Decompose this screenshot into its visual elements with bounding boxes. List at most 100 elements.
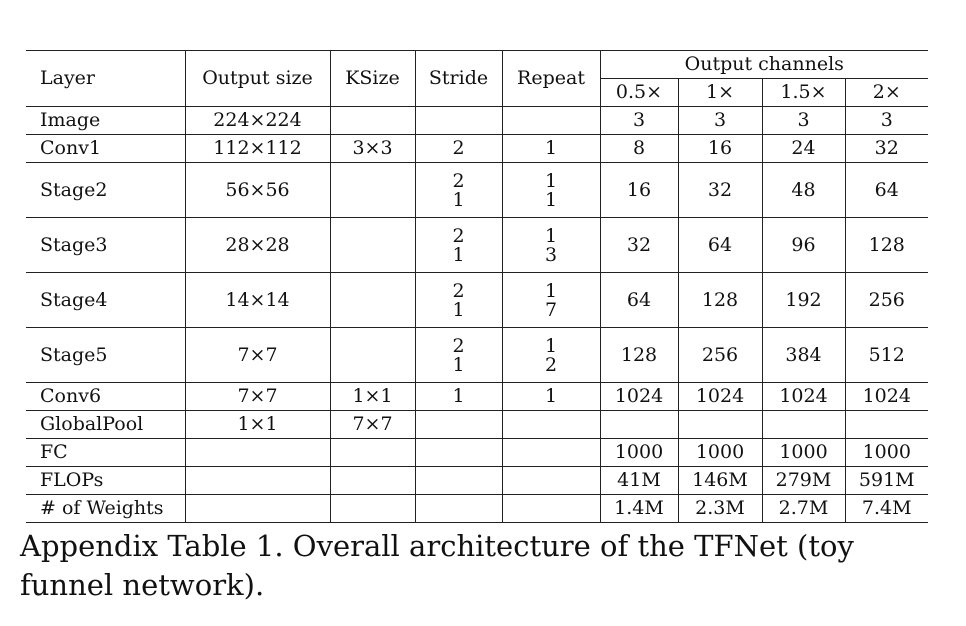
stride-value: 2 <box>452 225 465 247</box>
channel-cell: 41M <box>599 466 678 495</box>
layer-name: # of Weights <box>26 494 185 523</box>
table-row: Image 224×224 3 3 3 3 <box>26 106 929 135</box>
output-size-cell <box>184 438 330 467</box>
ksize-cell: 1×1 <box>329 382 415 411</box>
stride-value: 1 <box>452 244 465 266</box>
repeat-cell: 1 <box>501 382 600 411</box>
channel-cell: 48 <box>761 162 845 218</box>
output-size-cell: 224×224 <box>184 106 330 135</box>
channel-cell <box>844 410 929 439</box>
channel-cell: 96 <box>761 217 845 273</box>
stride-cell <box>414 466 502 495</box>
ksize-cell <box>329 217 415 273</box>
stride-value: 1 <box>452 354 465 376</box>
table-row: Conv6 7×7 1×1 1 1 1024 1024 1024 1024 <box>26 382 929 411</box>
table-row: # of Weights 1.4M 2.3M 2.7M 7.4M <box>26 494 929 523</box>
channel-cell: 279M <box>761 466 845 495</box>
channel-cell: 64 <box>677 217 762 273</box>
channel-cell: 128 <box>844 217 929 273</box>
repeat-value: 3 <box>544 244 558 266</box>
table-row: Conv1 112×112 3×3 2 1 8 16 24 32 <box>26 134 929 163</box>
output-size-cell <box>184 466 330 495</box>
channel-cell: 16 <box>677 134 762 163</box>
channel-cell: 16 <box>599 162 678 218</box>
layer-name: Stage4 <box>26 272 185 328</box>
channel-cell: 256 <box>844 272 929 328</box>
channel-cell: 146M <box>677 466 762 495</box>
header-output-size: Output size <box>184 50 330 107</box>
channel-cell: 3 <box>677 106 762 135</box>
channel-cell: 512 <box>844 327 929 383</box>
ksize-cell <box>329 272 415 328</box>
stride-cell <box>414 494 502 523</box>
header-ksize: KSize <box>329 50 415 107</box>
channel-cell: 64 <box>844 162 929 218</box>
stride-cell <box>414 438 502 467</box>
layer-name: Image <box>26 106 185 135</box>
channel-cell: 1.4M <box>599 494 678 523</box>
repeat-cell <box>501 438 600 467</box>
repeat-value: 1 <box>544 280 558 302</box>
ksize-cell <box>329 327 415 383</box>
layer-name: FLOPs <box>26 466 185 495</box>
channel-cell: 32 <box>844 134 929 163</box>
channel-cell: 1000 <box>677 438 762 467</box>
layer-name: Conv6 <box>26 382 185 411</box>
stride-cell: 2 <box>414 134 502 163</box>
repeat-value: 1 <box>544 170 558 192</box>
channel-cell <box>761 410 845 439</box>
ksize-cell <box>329 106 415 135</box>
layer-name: Conv1 <box>26 134 185 163</box>
ksize-cell <box>329 162 415 218</box>
ksize-cell: 3×3 <box>329 134 415 163</box>
channel-cell: 1000 <box>844 438 929 467</box>
output-size-cell: 112×112 <box>184 134 330 163</box>
header-stride: Stride <box>414 50 502 107</box>
repeat-cell <box>501 106 600 135</box>
channel-cell: 128 <box>677 272 762 328</box>
table-row: FC 1000 1000 1000 1000 <box>26 438 929 467</box>
channel-cell: 128 <box>599 327 678 383</box>
channel-cell: 32 <box>677 162 762 218</box>
channel-cell: 192 <box>761 272 845 328</box>
header-channel-scale: 1× <box>677 78 762 107</box>
repeat-cell <box>501 466 600 495</box>
channel-cell: 591M <box>844 466 929 495</box>
ksize-cell <box>329 466 415 495</box>
channel-cell <box>599 410 678 439</box>
header-channel-scale: 2× <box>844 78 929 107</box>
channel-cell: 32 <box>599 217 678 273</box>
channel-cell: 1024 <box>761 382 845 411</box>
channel-cell: 1024 <box>677 382 762 411</box>
output-size-cell: 14×14 <box>184 272 330 328</box>
channel-cell: 1024 <box>599 382 678 411</box>
table-row: GlobalPool 1×1 7×7 <box>26 410 929 439</box>
output-size-cell: 28×28 <box>184 217 330 273</box>
stride-value: 2 <box>452 280 465 302</box>
stride-cell <box>414 410 502 439</box>
stride-value: 1 <box>452 189 465 211</box>
channel-cell: 1000 <box>599 438 678 467</box>
repeat-value: 1 <box>544 335 558 357</box>
header-output-channels: Output channels <box>599 50 929 79</box>
repeat-cell <box>501 410 600 439</box>
channel-cell: 3 <box>599 106 678 135</box>
channel-cell: 3 <box>761 106 845 135</box>
header-repeat: Repeat <box>501 50 600 107</box>
architecture-table: Layer Output size KSize Stride Repeat Ou… <box>26 50 929 523</box>
channel-cell: 1024 <box>844 382 929 411</box>
channel-cell: 2.7M <box>761 494 845 523</box>
channel-cell: 2.3M <box>677 494 762 523</box>
output-size-cell: 56×56 <box>184 162 330 218</box>
channel-cell: 7.4M <box>844 494 929 523</box>
stride-value: 2 <box>452 170 465 192</box>
header-channel-scale: 1.5× <box>761 78 845 107</box>
